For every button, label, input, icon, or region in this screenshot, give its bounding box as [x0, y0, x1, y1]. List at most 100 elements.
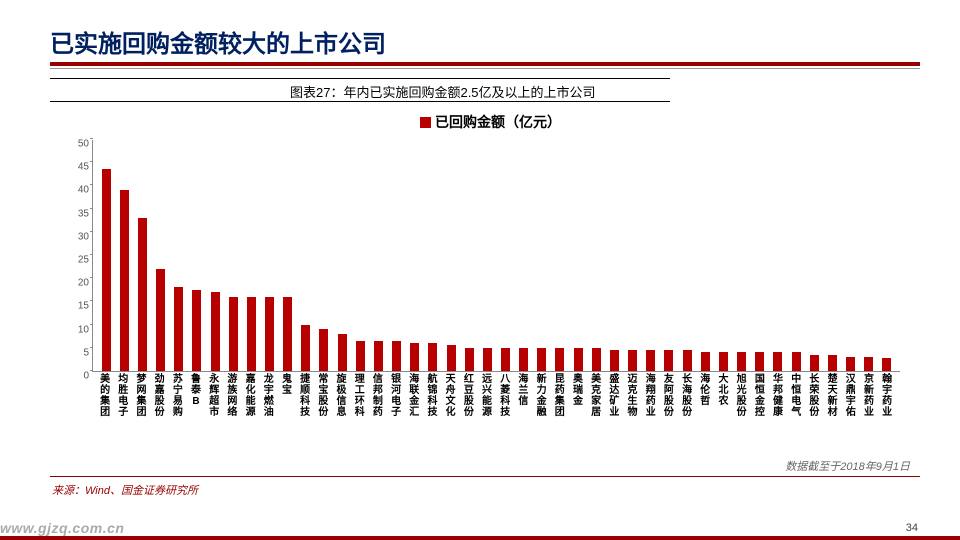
x-label: 梦网集团	[132, 374, 150, 420]
y-tick-label: 20	[63, 278, 89, 289]
x-label: 捷顺科技	[296, 374, 314, 420]
chart-area: 05101520253035404550 美的集团均胜电子梦网集团劲嘉股份苏宁易…	[60, 140, 900, 390]
bar	[392, 341, 401, 371]
x-label: 中恒电气	[787, 374, 805, 420]
x-labels: 美的集团均胜电子梦网集团劲嘉股份苏宁易购鲁泰B永辉超市游族网络嘉化能源龙宇燃油鬼…	[92, 374, 900, 420]
x-label: 理工环科	[351, 374, 369, 420]
bar	[864, 357, 873, 371]
bar	[846, 357, 855, 371]
y-tick-label: 0	[63, 371, 89, 382]
x-label: 华邦健康	[769, 374, 787, 420]
bar-slot	[787, 352, 805, 371]
bar-slot	[478, 348, 496, 371]
source-text: 来源：Wind、国金证券研究所	[52, 482, 198, 498]
bar-slot	[642, 350, 660, 371]
x-label: 八菱科技	[496, 374, 514, 420]
bar-slot	[624, 350, 642, 371]
y-tick-label: 45	[63, 162, 89, 173]
bar-slot	[333, 334, 351, 371]
bar-slot	[860, 357, 878, 371]
bar	[102, 169, 111, 371]
bar	[501, 348, 510, 371]
bar-slot	[442, 345, 460, 371]
page-title: 已实施回购金额较大的上市公司	[50, 24, 386, 59]
bar-slot	[351, 341, 369, 371]
bar-slot	[496, 348, 514, 371]
bar-slot	[587, 348, 605, 371]
bottom-bar	[0, 536, 960, 540]
bar-slot	[769, 352, 787, 371]
bar	[664, 350, 673, 371]
bar	[410, 343, 419, 371]
bar-slot	[751, 352, 769, 371]
bar-slot	[569, 348, 587, 371]
bar-slot	[260, 297, 278, 371]
bar	[265, 297, 274, 371]
x-label: 嘉化能源	[242, 374, 260, 420]
bar	[428, 343, 437, 371]
y-tick-label: 35	[63, 208, 89, 219]
note-date: 数据截至于2018年9月1日	[785, 458, 910, 474]
x-label: 航锦科技	[423, 374, 441, 420]
x-label: 鲁泰B	[187, 374, 205, 420]
x-label: 旋极信息	[332, 374, 350, 420]
bar-slot	[315, 329, 333, 371]
x-label: 龙宇燃油	[260, 374, 278, 420]
bar-slot	[170, 287, 188, 371]
x-label: 翰宇药业	[878, 374, 896, 420]
x-label: 海伦哲	[696, 374, 714, 420]
x-label: 天舟文化	[442, 374, 460, 420]
x-label: 信邦制药	[369, 374, 387, 420]
title-rule	[50, 62, 920, 66]
y-tick-label: 30	[63, 231, 89, 242]
bar	[319, 329, 328, 371]
bar	[192, 290, 201, 371]
bar	[792, 352, 801, 371]
x-label: 汉鼎宇佑	[842, 374, 860, 420]
bar	[574, 348, 583, 371]
x-label: 永辉超市	[205, 374, 223, 420]
title-rule-thin	[50, 68, 920, 69]
bar-slot	[406, 343, 424, 371]
bar-slot	[388, 341, 406, 371]
bar	[174, 287, 183, 371]
chart-caption: 图表27：年内已实施回购金额2.5亿及以上的上市公司	[290, 82, 596, 101]
x-label: 美的集团	[96, 374, 114, 420]
bar	[810, 355, 819, 371]
bar	[483, 348, 492, 371]
bar	[828, 355, 837, 371]
bar	[356, 341, 365, 371]
note-rule	[50, 476, 920, 477]
bar	[773, 352, 782, 371]
bar	[592, 348, 601, 371]
bar	[737, 352, 746, 371]
x-label: 国恒金控	[751, 374, 769, 420]
x-label: 海兰信	[514, 374, 532, 420]
bar-slot	[424, 343, 442, 371]
y-tick-label: 10	[63, 324, 89, 335]
bar-slot	[115, 190, 133, 371]
bar	[628, 350, 637, 371]
bar	[719, 352, 728, 371]
legend-label: 已回购金额（亿元）	[435, 112, 561, 132]
legend: 已回购金额（亿元）	[420, 112, 561, 132]
x-label: 友阿股份	[660, 374, 678, 420]
bar-slot	[515, 348, 533, 371]
bar-slot	[841, 357, 859, 371]
x-label: 劲嘉股份	[151, 374, 169, 420]
bar	[447, 345, 456, 371]
bar-slot	[188, 290, 206, 371]
bar	[683, 350, 692, 371]
bar	[301, 325, 310, 371]
bar	[555, 348, 564, 371]
bar-slot	[133, 218, 151, 371]
bar-slot	[805, 355, 823, 371]
x-label: 海翔药业	[642, 374, 660, 420]
bar-slot	[696, 352, 714, 371]
bar	[537, 348, 546, 371]
bar-slot	[224, 297, 242, 371]
caption-rule-bot	[50, 101, 670, 102]
x-label: 海联金汇	[405, 374, 423, 420]
x-label: 常宝股份	[314, 374, 332, 420]
y-tick-label: 15	[63, 301, 89, 312]
